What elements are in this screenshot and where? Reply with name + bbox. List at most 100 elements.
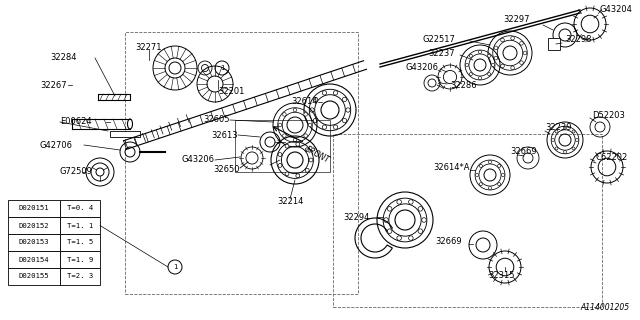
Text: G72509: G72509 bbox=[60, 167, 93, 177]
Circle shape bbox=[488, 187, 492, 189]
Circle shape bbox=[572, 130, 575, 133]
Text: T=1. 1: T=1. 1 bbox=[67, 222, 93, 228]
Circle shape bbox=[500, 64, 504, 68]
Circle shape bbox=[418, 206, 422, 211]
Text: 32613: 32613 bbox=[211, 131, 238, 140]
Circle shape bbox=[488, 73, 491, 76]
Circle shape bbox=[552, 139, 554, 141]
Circle shape bbox=[555, 130, 558, 133]
Circle shape bbox=[397, 200, 401, 204]
Circle shape bbox=[296, 174, 300, 178]
Text: 32271: 32271 bbox=[136, 43, 163, 52]
Circle shape bbox=[387, 206, 392, 211]
Circle shape bbox=[285, 144, 289, 148]
Text: 32297: 32297 bbox=[504, 15, 530, 25]
Circle shape bbox=[304, 134, 307, 137]
Text: 32614: 32614 bbox=[291, 98, 318, 107]
Circle shape bbox=[511, 36, 515, 40]
Text: 32284: 32284 bbox=[50, 53, 77, 62]
Circle shape bbox=[308, 123, 312, 127]
Bar bbox=[235, 120, 330, 172]
Circle shape bbox=[418, 229, 422, 234]
Circle shape bbox=[488, 160, 492, 164]
Circle shape bbox=[479, 76, 481, 80]
Text: G43206: G43206 bbox=[182, 156, 215, 164]
Circle shape bbox=[293, 108, 297, 112]
Circle shape bbox=[333, 91, 338, 95]
Circle shape bbox=[309, 158, 313, 162]
Bar bbox=[333, 134, 602, 307]
Text: 32214: 32214 bbox=[277, 197, 303, 206]
Text: 32669: 32669 bbox=[435, 237, 462, 246]
Circle shape bbox=[564, 126, 566, 129]
Text: T=1. 9: T=1. 9 bbox=[67, 257, 93, 262]
Text: C62202: C62202 bbox=[595, 154, 627, 163]
Bar bbox=[110, 131, 140, 137]
Circle shape bbox=[572, 147, 575, 150]
Circle shape bbox=[498, 164, 500, 167]
Text: 32294: 32294 bbox=[344, 212, 370, 221]
Text: A114001205: A114001205 bbox=[581, 303, 630, 312]
Circle shape bbox=[293, 138, 297, 142]
Circle shape bbox=[488, 54, 491, 57]
Circle shape bbox=[469, 73, 472, 76]
Bar bbox=[8, 251, 60, 268]
Text: G42706: G42706 bbox=[40, 140, 73, 149]
Text: D020153: D020153 bbox=[19, 239, 49, 245]
Circle shape bbox=[524, 51, 527, 55]
Bar bbox=[60, 217, 100, 234]
Circle shape bbox=[342, 97, 347, 101]
Circle shape bbox=[500, 38, 504, 42]
Text: 32286: 32286 bbox=[450, 82, 477, 91]
Circle shape bbox=[333, 125, 338, 129]
Circle shape bbox=[384, 218, 388, 222]
Circle shape bbox=[283, 113, 286, 116]
Circle shape bbox=[305, 168, 309, 172]
Text: 32237: 32237 bbox=[428, 49, 455, 58]
Circle shape bbox=[422, 218, 426, 222]
Text: G43206: G43206 bbox=[405, 62, 438, 71]
Circle shape bbox=[476, 173, 479, 177]
Circle shape bbox=[479, 164, 483, 167]
Text: T=2. 3: T=2. 3 bbox=[67, 274, 93, 279]
Circle shape bbox=[387, 229, 392, 234]
Text: 32298: 32298 bbox=[565, 36, 591, 44]
Circle shape bbox=[465, 63, 468, 67]
Text: 32315: 32315 bbox=[488, 271, 515, 281]
Circle shape bbox=[469, 54, 472, 57]
Text: 32650: 32650 bbox=[214, 165, 240, 174]
Circle shape bbox=[342, 118, 347, 123]
Text: 32614*A: 32614*A bbox=[433, 164, 470, 172]
Circle shape bbox=[278, 123, 282, 127]
Circle shape bbox=[296, 142, 300, 146]
Circle shape bbox=[397, 236, 401, 240]
Text: 32267: 32267 bbox=[40, 81, 67, 90]
Bar bbox=[8, 217, 60, 234]
Text: T=0. 4: T=0. 4 bbox=[67, 205, 93, 212]
Text: D020152: D020152 bbox=[19, 222, 49, 228]
Bar bbox=[60, 200, 100, 217]
Circle shape bbox=[278, 164, 282, 167]
Circle shape bbox=[323, 91, 326, 95]
Bar bbox=[548, 38, 560, 50]
Text: 32605: 32605 bbox=[204, 116, 230, 124]
Circle shape bbox=[323, 125, 326, 129]
Bar bbox=[8, 268, 60, 285]
Text: D020155: D020155 bbox=[19, 274, 49, 279]
Circle shape bbox=[564, 151, 566, 153]
Bar bbox=[60, 234, 100, 251]
Circle shape bbox=[305, 148, 309, 152]
Circle shape bbox=[285, 172, 289, 176]
Circle shape bbox=[502, 173, 504, 177]
Bar bbox=[8, 200, 60, 217]
Text: 32669: 32669 bbox=[510, 148, 536, 156]
Circle shape bbox=[310, 108, 314, 112]
Circle shape bbox=[408, 200, 413, 204]
Bar bbox=[60, 268, 100, 285]
Circle shape bbox=[479, 51, 481, 53]
Text: E00624: E00624 bbox=[60, 117, 92, 126]
Bar bbox=[8, 234, 60, 251]
Circle shape bbox=[479, 183, 483, 186]
Circle shape bbox=[520, 42, 524, 45]
Text: G43204: G43204 bbox=[600, 5, 633, 14]
